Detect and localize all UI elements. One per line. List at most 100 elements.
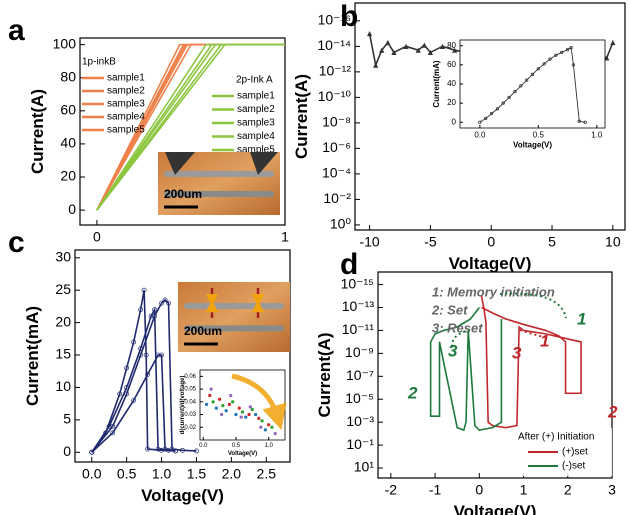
x-tick-label: 1.0: [264, 443, 273, 449]
marker: [267, 423, 271, 427]
annotation: 3: Reset: [432, 320, 483, 335]
y-tick-label: 10⁻¹⁴: [317, 37, 351, 53]
plot-area: [429, 295, 582, 432]
x-tick-label: 1.0: [152, 465, 172, 481]
marker: [489, 112, 494, 116]
series-line: [91, 290, 176, 453]
y-tick-label: 40: [60, 135, 76, 151]
y-tick-label: 10⁻¹⁰: [318, 88, 352, 104]
legend-label: sample4: [237, 131, 275, 142]
photo-band: [184, 303, 284, 309]
panel-letter: b: [340, 0, 358, 33]
series-line: [96, 43, 285, 211]
marker: [244, 415, 248, 419]
y-tick-label: 20: [60, 168, 76, 184]
marker: [548, 57, 552, 61]
y-tick-label: 10¹: [354, 459, 375, 475]
x-tick-label: 2: [564, 481, 572, 497]
y-tick-label: 10⁰: [330, 216, 352, 232]
y-tick-label: 10⁻¹¹: [342, 321, 375, 337]
marker: [219, 412, 224, 417]
photo: [178, 282, 290, 352]
y-tick-label: 10⁻⁹: [345, 344, 374, 360]
marker: [234, 412, 238, 417]
marker: [569, 46, 573, 50]
y-axis-label: Current(mA): [23, 306, 42, 406]
marker: [180, 447, 185, 453]
marker: [159, 352, 164, 358]
marker: [166, 447, 171, 453]
marker: [530, 72, 535, 77]
step-label: 2: [407, 383, 418, 402]
marker: [495, 107, 500, 111]
x-tick-label: 0.0: [82, 465, 102, 481]
x-tick-label: 10: [605, 233, 621, 249]
marker: [385, 39, 391, 46]
marker: [248, 405, 252, 409]
marker: [610, 39, 616, 46]
y-tick-label: 10⁻¹: [346, 436, 374, 452]
x-axis-label: Voltage(V): [449, 254, 532, 273]
x-tick-label: 5: [548, 233, 556, 249]
marker: [131, 339, 137, 345]
y-tick-label: 10⁻⁴: [322, 165, 351, 181]
marker: [110, 423, 116, 429]
marker: [138, 346, 144, 351]
series-line: [480, 295, 582, 429]
x-tick-label: 0.0: [474, 130, 486, 139]
y-tick-label: 60: [60, 102, 76, 118]
marker: [259, 425, 263, 429]
marker: [379, 47, 385, 53]
marker: [478, 120, 482, 124]
x-tick-label: 0.5: [232, 443, 241, 449]
panel-letter: a: [8, 14, 25, 47]
marker: [106, 423, 112, 429]
annotation: 1: Memory initiation: [432, 284, 555, 299]
scale-label: 200um: [184, 324, 222, 338]
y-tick-label: 10⁻⁶: [322, 139, 351, 155]
y-tick-label: 10⁻¹⁵: [341, 275, 374, 291]
y-axis-label: Current(A): [28, 89, 47, 174]
y-tick-label: 10⁻¹⁶: [318, 12, 351, 28]
marker: [131, 397, 137, 403]
x-tick-label: 2.5: [257, 465, 277, 481]
marker: [148, 313, 154, 319]
probe: [250, 152, 278, 175]
y-tick-label: 0.05: [184, 387, 196, 393]
y-tick-label: 10⁻³: [346, 413, 374, 429]
marker: [484, 116, 488, 121]
y-axis-label: Current(mA): [432, 60, 441, 107]
y-tick-label: 0: [452, 117, 457, 126]
plot-frame: [459, 39, 606, 129]
marker: [560, 50, 564, 55]
marker: [89, 449, 95, 455]
marker: [554, 53, 558, 57]
step-label: 2: [607, 402, 618, 421]
marker: [224, 409, 228, 413]
annotation: 2: Set: [431, 302, 468, 317]
marker: [138, 307, 144, 313]
x-tick-label: 2.0: [222, 465, 242, 481]
legend-label: (-)set: [562, 461, 586, 472]
y-tick-label: 0.02: [184, 425, 196, 431]
marker: [162, 297, 168, 303]
plot-area: [89, 287, 199, 455]
marker: [604, 55, 610, 61]
plot-area: [478, 46, 587, 124]
marker: [145, 372, 151, 377]
marker: [403, 43, 409, 49]
y-axis-label: Current(A): [292, 74, 311, 159]
marker: [577, 119, 581, 123]
plot-frame: [377, 271, 613, 479]
legend-label: sample1: [237, 91, 275, 102]
y-axis-label: Current(A): [315, 333, 334, 418]
marker: [513, 90, 517, 94]
y-tick-label: 10⁻⁵: [345, 390, 374, 406]
x-tick-label: 0.0: [199, 443, 208, 449]
y-tick-label: 20: [55, 313, 71, 329]
legend-label: sample3: [107, 99, 145, 110]
marker: [124, 385, 130, 390]
y-tick-label: 0.04: [184, 399, 196, 405]
marker: [217, 397, 222, 401]
